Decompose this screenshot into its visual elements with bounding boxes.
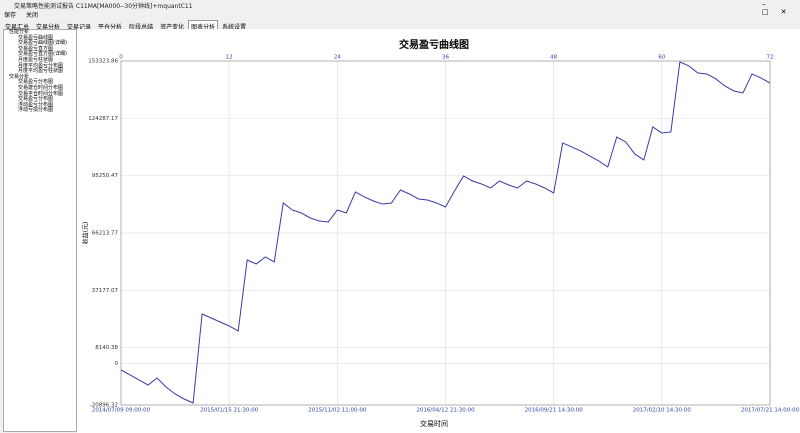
x-axis-label: 交易时间	[420, 419, 448, 428]
y-tick-label: 8140.38	[95, 345, 118, 351]
toolbar-button[interactable]: 保存	[4, 12, 17, 19]
y-tick-label: 37177.07	[92, 288, 119, 294]
tree-item[interactable]: 交易盈亏曲线图	[18, 34, 54, 41]
tree-item[interactable]: 浮动亏损分布图	[18, 107, 54, 114]
x-date-label: 2015/01/15 21:30:00	[200, 408, 259, 414]
tree-item[interactable]: 交易盈亏直方图	[18, 45, 54, 52]
x-tick-label: 36	[442, 55, 449, 61]
y-axis-label: 收益(元)	[82, 222, 90, 245]
tab[interactable]: 阶段总结	[129, 24, 154, 31]
window-controls[interactable]: –□✕	[762, 0, 799, 16]
plot-frame	[120, 60, 771, 406]
tree-item[interactable]: 月度平均盈亏分布图	[18, 62, 64, 69]
chart-title: 交易盈亏曲线图	[399, 38, 469, 51]
toolbar: 保存 关闭	[4, 10, 38, 19]
tab[interactable]: 资产变化	[160, 24, 185, 31]
tab[interactable]: 平仓分析	[98, 24, 123, 31]
tab[interactable]: 系统设置	[222, 24, 247, 31]
tree-item[interactable]: 交易建仓时间分布图	[18, 84, 64, 91]
y-tick-label: 153323.86	[88, 59, 118, 65]
tree-group[interactable]: 性能分析	[9, 29, 30, 35]
tree-item[interactable]: 月度盈亏柱状图	[18, 56, 54, 63]
y-tick-label: 95250.47	[92, 173, 119, 179]
tree-item[interactable]: 交易盈亏分布图	[18, 79, 54, 86]
x-date-label: 2016/09/21 14:30:00	[525, 408, 584, 414]
x-date-label: 2015/11/02 11:00:00	[308, 408, 367, 414]
tree-item[interactable]: 浮动盈亏分布图	[18, 101, 54, 108]
x-tick-label: 12	[226, 55, 233, 61]
x-date-label: 2017/07/21 14:00:00	[741, 408, 800, 414]
x-date-label: 2014/07/09 09:00:00	[92, 408, 151, 414]
tree-panel: 性能分析 交易盈亏曲线图 交易盈亏曲线图(详细) 交易盈亏直方图 交易盈亏直方图(详细)…	[3, 29, 77, 432]
tree-item[interactable]: 月度平均盈亏柱状图	[18, 68, 64, 75]
x-date-label: 2016/04/12 21:30:00	[416, 408, 475, 414]
y-tick-label: 124287.17	[88, 116, 118, 122]
window-title: 交易策略性能测试报告 C11MA[MA000--30分钟线]+mquantC11	[14, 3, 193, 10]
x-tick-label: 48	[550, 55, 557, 61]
tab[interactable]: 交易记录	[67, 24, 92, 31]
x-tick-label: 0	[119, 55, 123, 61]
tree-item[interactable]: 交易盈亏曲线图(详细)	[18, 40, 67, 47]
tree-item[interactable]: 交易盈亏分布图	[18, 96, 54, 103]
tab[interactable]: 交易分析	[36, 24, 61, 31]
x-tick-label: 24	[334, 55, 341, 61]
tab[interactable]: 交易汇总	[5, 24, 30, 31]
y-tick-label: -20896.32	[90, 403, 118, 409]
data-line	[120, 61, 771, 404]
y-tick-label: 66213.77	[92, 231, 119, 237]
x-tick-label: 72	[767, 55, 774, 61]
tree-group[interactable]: 交易分析	[9, 73, 30, 80]
tree-item[interactable]: 交易平仓时间分布图	[18, 90, 64, 97]
x-tick-label: 60	[658, 55, 665, 61]
y-tick-label: 0	[115, 361, 119, 367]
x-date-label: 2017/02/10 14:30:00	[633, 408, 692, 414]
toolbar-button[interactable]: 关闭	[26, 12, 39, 19]
tree-item[interactable]: 交易盈亏直方图(详细)	[18, 51, 67, 58]
